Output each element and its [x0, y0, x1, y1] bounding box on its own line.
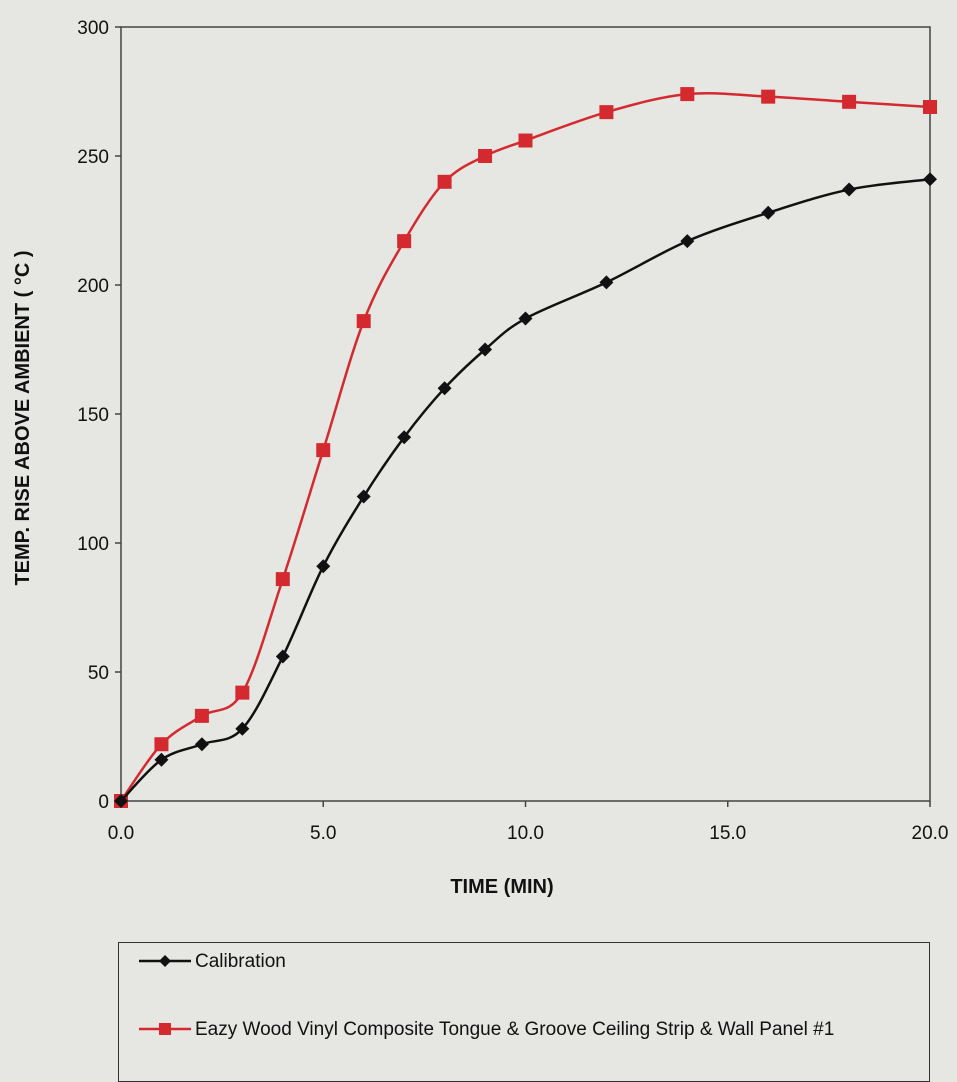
- axis-ticks: 0 50 100 150 200 250 300 0.0 5.0 10.0 15.0 20.0: [77, 18, 948, 844]
- x-tick-label: 20.0: [912, 823, 949, 844]
- y-tick-label: 50: [88, 663, 109, 684]
- data-point: [842, 94, 857, 109]
- data-point: [275, 649, 290, 664]
- data-point: [599, 105, 614, 120]
- data-point: [114, 794, 128, 808]
- data-point: [518, 311, 533, 326]
- legend-diamond-marker-icon: [139, 955, 191, 967]
- data-point: [478, 149, 493, 163]
- legend-entry-eazy-wood: Eazy Wood Vinyl Composite Tongue & Groov…: [139, 1019, 925, 1041]
- series-line-0: [120, 177, 931, 802]
- data-point: [235, 721, 250, 736]
- data-point: [397, 430, 412, 445]
- y-axis-title: TEMP. RISE ABOVE AMBIENT ( °C ): [12, 250, 34, 585]
- data-point: [923, 99, 937, 114]
- data-point: [437, 174, 452, 189]
- data-point: [194, 708, 209, 723]
- data-point: [235, 685, 250, 700]
- legend-label-eazy-wood: Eazy Wood Vinyl Composite Tongue & Groov…: [195, 1019, 835, 1040]
- legend-label-calibration: Calibration: [195, 951, 286, 972]
- data-point: [356, 489, 371, 504]
- y-tick-label: 100: [77, 534, 109, 555]
- data-point: [680, 234, 695, 249]
- legend-entry-calibration: Calibration: [139, 951, 925, 973]
- y-tick-label: 200: [77, 276, 109, 297]
- series-layer: [114, 87, 937, 808]
- legend-square-marker-icon: [139, 1023, 191, 1035]
- data-point: [478, 342, 493, 357]
- series-1: [114, 87, 937, 808]
- data-point: [680, 87, 695, 102]
- data-point: [518, 133, 533, 148]
- legend: Calibration Eazy Wood Vinyl Composite To…: [118, 942, 930, 1082]
- x-axis-title: TIME (MIN): [450, 876, 553, 898]
- y-tick-label: 150: [77, 405, 109, 426]
- x-tick-label: 5.0: [310, 823, 336, 844]
- data-point: [154, 737, 169, 752]
- data-point: [761, 205, 776, 220]
- y-tick-label: 300: [77, 18, 109, 39]
- x-tick-label: 15.0: [709, 823, 746, 844]
- data-point: [275, 572, 290, 587]
- data-point: [316, 559, 331, 574]
- data-point: [437, 381, 452, 396]
- data-point: [842, 182, 857, 197]
- data-point: [194, 737, 209, 752]
- y-tick-label: 0: [98, 792, 109, 813]
- y-tick-label: 250: [77, 147, 109, 168]
- series-0: [114, 172, 937, 808]
- data-point: [599, 275, 614, 290]
- data-point: [397, 234, 412, 249]
- x-tick-label: 10.0: [507, 823, 544, 844]
- data-point: [316, 443, 331, 458]
- data-point: [923, 172, 937, 187]
- data-point: [356, 314, 371, 329]
- data-point: [154, 752, 169, 767]
- data-point: [761, 89, 776, 104]
- x-tick-label: 0.0: [108, 823, 134, 844]
